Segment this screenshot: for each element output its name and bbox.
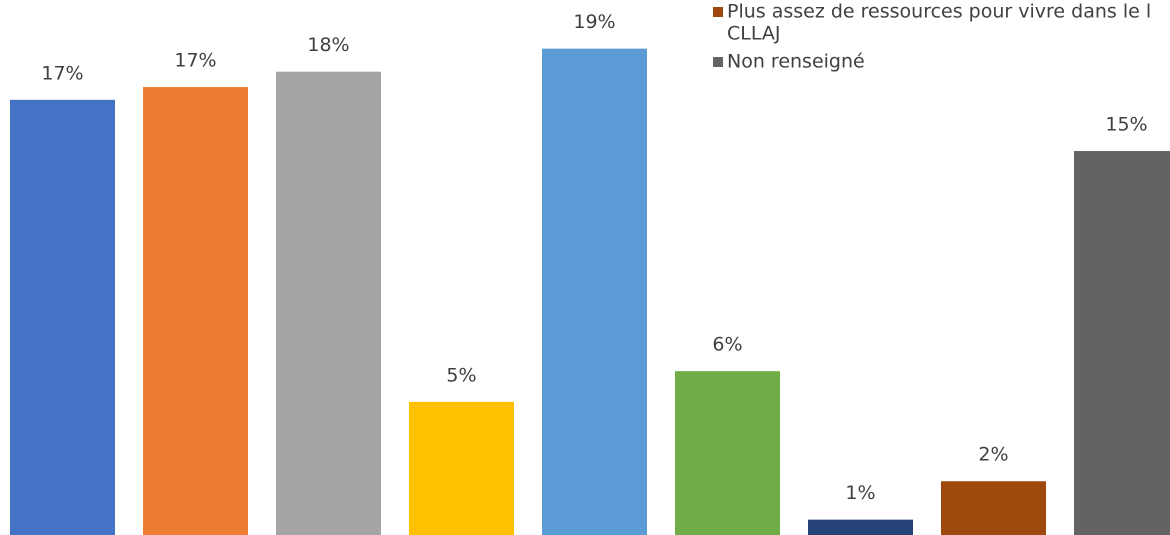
bar (10, 99, 115, 535)
data-label: 5% (446, 364, 476, 386)
bar (1074, 151, 1170, 535)
bar (675, 371, 780, 535)
bar (808, 519, 913, 535)
bar (941, 481, 1046, 535)
data-label: 15% (1105, 114, 1147, 136)
bar (409, 401, 514, 535)
legend-label: Non renseigné (727, 51, 865, 73)
data-label: 1% (845, 482, 875, 504)
bar (276, 71, 381, 535)
data-label: 18% (307, 34, 349, 56)
bar (143, 87, 248, 535)
data-label: 6% (712, 334, 742, 356)
legend-marker (713, 7, 723, 17)
data-label: 17% (41, 62, 83, 84)
data-label: 17% (174, 50, 216, 72)
data-label: 19% (573, 11, 615, 33)
data-label: 2% (978, 444, 1008, 466)
bar (542, 48, 647, 535)
legend-marker (713, 57, 723, 67)
legend-label: CLLAJ (727, 23, 780, 45)
legend-label: Plus assez de ressources pour vivre dans… (727, 1, 1151, 23)
